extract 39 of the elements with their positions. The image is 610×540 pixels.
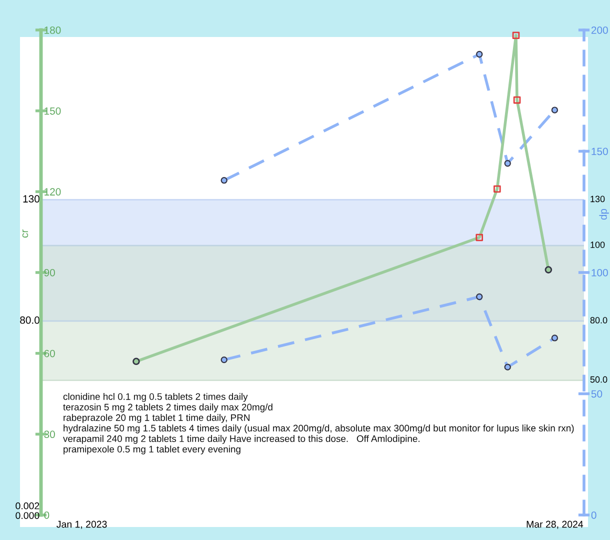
y-tick-label: 180 bbox=[44, 26, 61, 34]
y2-tick-label: 200 bbox=[591, 26, 608, 34]
y-tick-label: 0 bbox=[44, 512, 50, 519]
point bbox=[551, 106, 558, 114]
point bbox=[476, 50, 483, 58]
point bbox=[494, 185, 501, 193]
y2-axis-title: dp bbox=[599, 208, 609, 220]
text: 0.000 bbox=[16, 512, 40, 519]
y-tick-label: 60 bbox=[44, 350, 55, 358]
annotation: clonidine hcl 0.1 mg 0.5 tablets 2 times daily terazosin 5 mg 2 tablets 2 times daily max 20mg/d rabeprazole 20 mg 1 tablet 1 time daily, PRN hydralazine 50 mg 1.5 tablets 4 times daily (usual max 200mg/d, absolute max 300mg/d but monitor for lupus like skin rxn) verapamil 240 mg 2 tablets 1 time daily Have increased to this dose. Off Amlodipine. pramipexole 0.5 mg 1 tablet every evening bbox=[63, 393, 574, 454]
y-tick-label: 150 bbox=[44, 107, 61, 115]
y-tick-label: 120 bbox=[44, 188, 61, 196]
point bbox=[504, 160, 511, 167]
ref-line-label: 80.0 bbox=[20, 316, 40, 324]
text: 0.002 bbox=[16, 502, 40, 510]
point bbox=[132, 358, 140, 366]
y-tick-label: 90 bbox=[44, 269, 55, 276]
y2-tick-label: 100 bbox=[592, 269, 608, 276]
y-axis-title: cr bbox=[22, 230, 28, 238]
y2-tick-label: 50 bbox=[591, 390, 602, 398]
point bbox=[551, 334, 558, 342]
ref-line-label: 100 bbox=[590, 242, 605, 248]
text: 130 bbox=[590, 196, 605, 202]
point bbox=[476, 234, 484, 242]
point bbox=[513, 96, 521, 104]
y2-tick-label: 150 bbox=[592, 148, 608, 156]
point bbox=[544, 266, 552, 274]
x-tick-label: Mar 28, 2024 bbox=[526, 520, 584, 529]
point bbox=[512, 32, 520, 40]
y-tick-label: 30 bbox=[44, 430, 55, 438]
ref-line-label: 50.0 bbox=[590, 376, 608, 383]
text: 80.0 bbox=[590, 317, 608, 324]
point bbox=[220, 177, 228, 184]
point bbox=[504, 364, 511, 370]
point bbox=[220, 356, 228, 364]
ref-line-label: 130 bbox=[23, 195, 40, 203]
point bbox=[476, 293, 483, 300]
x-tick-label: Jan 1, 2023 bbox=[56, 520, 107, 529]
y2-tick-label: 0 bbox=[591, 512, 596, 519]
